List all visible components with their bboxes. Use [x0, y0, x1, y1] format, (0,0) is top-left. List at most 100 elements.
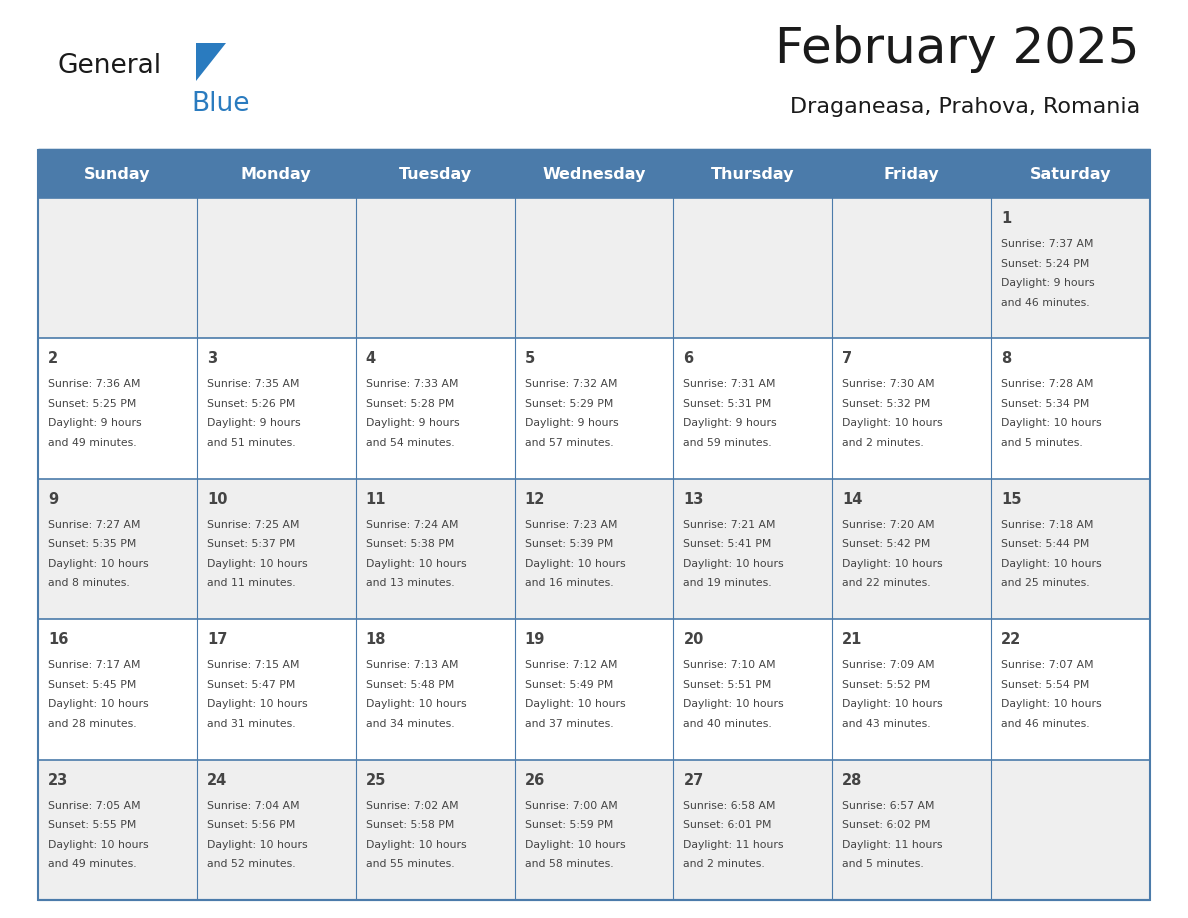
Text: Sunrise: 7:31 AM: Sunrise: 7:31 AM — [683, 379, 776, 389]
Text: Sunrise: 7:05 AM: Sunrise: 7:05 AM — [48, 800, 140, 811]
Text: Sunrise: 7:23 AM: Sunrise: 7:23 AM — [525, 520, 617, 530]
Text: Sunset: 6:01 PM: Sunset: 6:01 PM — [683, 820, 772, 830]
Text: Sunset: 5:45 PM: Sunset: 5:45 PM — [48, 679, 137, 689]
Text: Monday: Monday — [241, 166, 311, 182]
Text: Tuesday: Tuesday — [399, 166, 472, 182]
Text: and 2 minutes.: and 2 minutes. — [842, 438, 924, 448]
Text: Daylight: 10 hours: Daylight: 10 hours — [366, 559, 467, 569]
Text: 6: 6 — [683, 352, 694, 366]
Text: Sunset: 5:47 PM: Sunset: 5:47 PM — [207, 679, 296, 689]
Text: Sunset: 5:51 PM: Sunset: 5:51 PM — [683, 679, 772, 689]
Text: Daylight: 9 hours: Daylight: 9 hours — [525, 419, 618, 429]
Text: 9: 9 — [48, 492, 58, 507]
Text: Sunrise: 7:21 AM: Sunrise: 7:21 AM — [683, 520, 776, 530]
Text: Sunset: 5:58 PM: Sunset: 5:58 PM — [366, 820, 454, 830]
Text: Sunset: 5:56 PM: Sunset: 5:56 PM — [207, 820, 296, 830]
Text: and 25 minutes.: and 25 minutes. — [1001, 578, 1089, 588]
Text: and 54 minutes.: and 54 minutes. — [366, 438, 454, 448]
Text: 25: 25 — [366, 773, 386, 788]
Text: 15: 15 — [1001, 492, 1022, 507]
Text: Daylight: 9 hours: Daylight: 9 hours — [683, 419, 777, 429]
Text: Sunrise: 7:35 AM: Sunrise: 7:35 AM — [207, 379, 299, 389]
Text: Sunrise: 7:02 AM: Sunrise: 7:02 AM — [366, 800, 459, 811]
Text: 20: 20 — [683, 633, 703, 647]
Text: Sunrise: 7:37 AM: Sunrise: 7:37 AM — [1001, 239, 1094, 249]
Text: Thursday: Thursday — [712, 166, 795, 182]
Text: Sunrise: 7:09 AM: Sunrise: 7:09 AM — [842, 660, 935, 670]
Text: Sunrise: 7:00 AM: Sunrise: 7:00 AM — [525, 800, 618, 811]
Text: Sunset: 5:29 PM: Sunset: 5:29 PM — [525, 399, 613, 409]
Text: General: General — [58, 53, 162, 79]
Text: Sunset: 5:49 PM: Sunset: 5:49 PM — [525, 679, 613, 689]
Text: and 31 minutes.: and 31 minutes. — [207, 719, 296, 729]
Text: 22: 22 — [1001, 633, 1022, 647]
Text: Sunset: 5:42 PM: Sunset: 5:42 PM — [842, 539, 930, 549]
Text: Daylight: 10 hours: Daylight: 10 hours — [48, 559, 148, 569]
Text: and 51 minutes.: and 51 minutes. — [207, 438, 296, 448]
Text: Daylight: 11 hours: Daylight: 11 hours — [842, 840, 943, 849]
Text: Sunset: 5:31 PM: Sunset: 5:31 PM — [683, 399, 772, 409]
Text: Saturday: Saturday — [1030, 166, 1111, 182]
Text: Sunrise: 7:13 AM: Sunrise: 7:13 AM — [366, 660, 459, 670]
Text: Sunrise: 7:32 AM: Sunrise: 7:32 AM — [525, 379, 617, 389]
Text: and 28 minutes.: and 28 minutes. — [48, 719, 137, 729]
Text: Friday: Friday — [884, 166, 940, 182]
Text: Daylight: 10 hours: Daylight: 10 hours — [207, 559, 308, 569]
Text: Sunday: Sunday — [84, 166, 151, 182]
Text: 17: 17 — [207, 633, 227, 647]
Text: 1: 1 — [1001, 211, 1011, 226]
Text: Daylight: 10 hours: Daylight: 10 hours — [683, 700, 784, 710]
Text: 18: 18 — [366, 633, 386, 647]
Text: 11: 11 — [366, 492, 386, 507]
Text: and 22 minutes.: and 22 minutes. — [842, 578, 931, 588]
Bar — [355, 150, 514, 198]
Text: 27: 27 — [683, 773, 703, 788]
Text: Sunset: 5:35 PM: Sunset: 5:35 PM — [48, 539, 137, 549]
Text: Sunset: 5:52 PM: Sunset: 5:52 PM — [842, 679, 930, 689]
Text: Sunset: 5:59 PM: Sunset: 5:59 PM — [525, 820, 613, 830]
Text: Sunrise: 7:12 AM: Sunrise: 7:12 AM — [525, 660, 617, 670]
Text: Sunset: 5:37 PM: Sunset: 5:37 PM — [207, 539, 296, 549]
Text: and 58 minutes.: and 58 minutes. — [525, 859, 613, 869]
Text: Sunrise: 7:33 AM: Sunrise: 7:33 AM — [366, 379, 459, 389]
Text: Daylight: 9 hours: Daylight: 9 hours — [207, 419, 301, 429]
Text: Daylight: 10 hours: Daylight: 10 hours — [366, 840, 467, 849]
Text: Daylight: 11 hours: Daylight: 11 hours — [683, 840, 784, 849]
Text: Sunset: 5:28 PM: Sunset: 5:28 PM — [366, 399, 454, 409]
Text: Daylight: 10 hours: Daylight: 10 hours — [525, 559, 625, 569]
Text: February 2025: February 2025 — [776, 25, 1140, 73]
Text: Sunrise: 7:17 AM: Sunrise: 7:17 AM — [48, 660, 140, 670]
Text: Daylight: 10 hours: Daylight: 10 hours — [366, 700, 467, 710]
Text: and 34 minutes.: and 34 minutes. — [366, 719, 454, 729]
Text: and 5 minutes.: and 5 minutes. — [1001, 438, 1083, 448]
Text: Sunset: 5:48 PM: Sunset: 5:48 PM — [366, 679, 454, 689]
Bar — [38, 198, 1150, 339]
Text: and 5 minutes.: and 5 minutes. — [842, 859, 924, 869]
Text: and 2 minutes.: and 2 minutes. — [683, 859, 765, 869]
Text: Daylight: 10 hours: Daylight: 10 hours — [842, 559, 943, 569]
Text: Sunrise: 7:28 AM: Sunrise: 7:28 AM — [1001, 379, 1094, 389]
Text: Sunrise: 7:04 AM: Sunrise: 7:04 AM — [207, 800, 299, 811]
Text: Daylight: 10 hours: Daylight: 10 hours — [207, 700, 308, 710]
Bar — [38, 479, 1150, 620]
Text: and 8 minutes.: and 8 minutes. — [48, 578, 129, 588]
Text: and 16 minutes.: and 16 minutes. — [525, 578, 613, 588]
Text: Daylight: 9 hours: Daylight: 9 hours — [48, 419, 141, 429]
Text: Sunrise: 7:10 AM: Sunrise: 7:10 AM — [683, 660, 776, 670]
Text: and 49 minutes.: and 49 minutes. — [48, 859, 137, 869]
Text: Sunrise: 7:36 AM: Sunrise: 7:36 AM — [48, 379, 140, 389]
Text: 24: 24 — [207, 773, 227, 788]
Bar — [38, 339, 1150, 479]
Text: Daylight: 10 hours: Daylight: 10 hours — [842, 419, 943, 429]
Text: Sunset: 5:54 PM: Sunset: 5:54 PM — [1001, 679, 1089, 689]
Polygon shape — [196, 43, 226, 81]
Text: 7: 7 — [842, 352, 853, 366]
Text: Sunset: 5:26 PM: Sunset: 5:26 PM — [207, 399, 296, 409]
Text: 16: 16 — [48, 633, 69, 647]
Text: Draganeasa, Prahova, Romania: Draganeasa, Prahova, Romania — [790, 97, 1140, 117]
Text: 3: 3 — [207, 352, 217, 366]
Bar — [833, 150, 991, 198]
Text: 5: 5 — [525, 352, 535, 366]
Text: Daylight: 10 hours: Daylight: 10 hours — [48, 840, 148, 849]
Text: and 40 minutes.: and 40 minutes. — [683, 719, 772, 729]
